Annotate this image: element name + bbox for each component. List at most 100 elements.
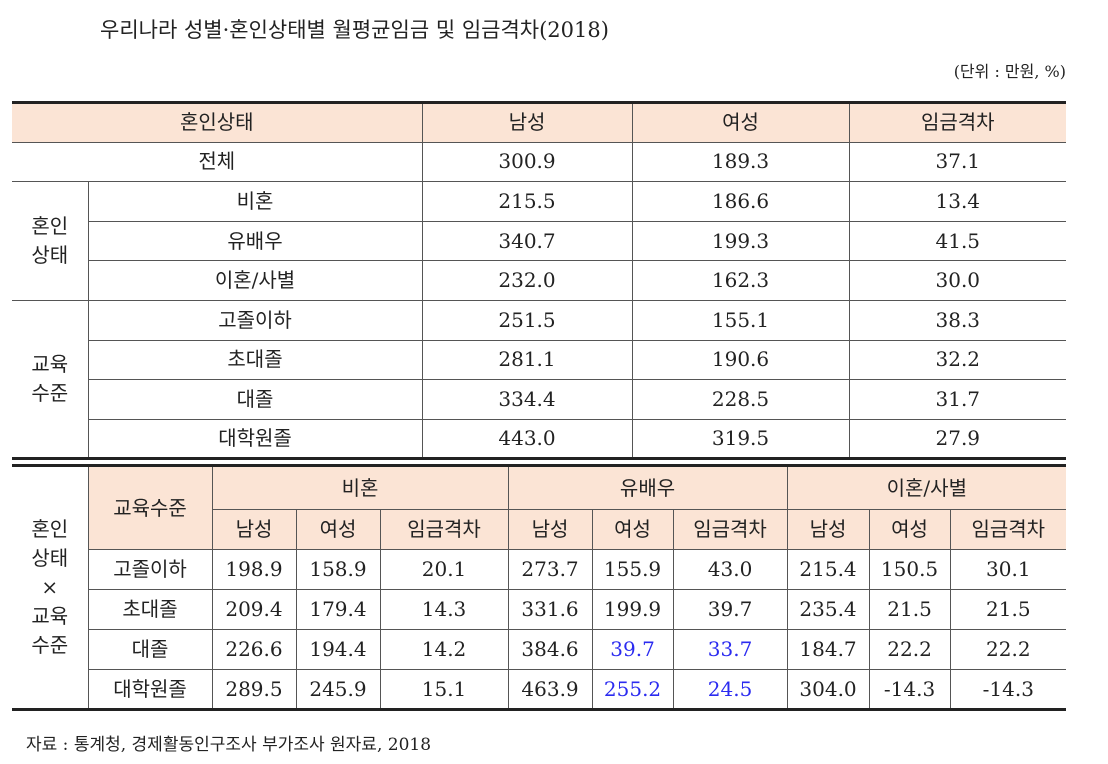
group-header: 유배우 bbox=[507, 465, 788, 510]
cell-value: 199.3 bbox=[631, 220, 850, 262]
cell-value: 334.4 bbox=[421, 379, 633, 420]
cell-value: 20.1 bbox=[379, 549, 509, 590]
column-header: 임금격차 bbox=[949, 509, 1067, 550]
cell-value: 331.6 bbox=[507, 589, 593, 630]
column-header: 남성 bbox=[507, 509, 593, 550]
cell-value: 251.5 bbox=[421, 299, 633, 341]
table-row: 초대졸 209.4 179.4 14.3 331.6 199.9 39.7 235.4 21.5… bbox=[12, 589, 1067, 630]
table-row: 대졸 334.4 228.5 31.7 bbox=[12, 379, 1067, 420]
cell-value: 33.7 bbox=[672, 629, 788, 670]
title: 우리나라 성별·혼인상태별 월평균임금 및 임금격차(2018) bbox=[100, 18, 609, 42]
cell-value: 215.5 bbox=[421, 181, 633, 222]
column-header: 여성 bbox=[295, 509, 381, 550]
cell-value: 215.4 bbox=[786, 549, 870, 590]
cell-value: 199.9 bbox=[591, 589, 674, 630]
column-header: 혼인상태 bbox=[12, 102, 423, 143]
cell-value: 37.1 bbox=[848, 141, 1067, 183]
cell-value: 21.5 bbox=[949, 589, 1067, 630]
table-row: 혼인상태 남성 여성 임금격차 bbox=[12, 102, 1067, 143]
cell-value: 31.7 bbox=[848, 379, 1067, 420]
cell-value: 30.1 bbox=[949, 549, 1067, 590]
table-row: 혼인 상태 × 교육 수준 교육수준 비혼 유배우 이혼/사별 bbox=[12, 465, 1067, 710]
row-label: 고졸이하 bbox=[88, 549, 213, 590]
cell-value: 304.0 bbox=[786, 669, 870, 710]
cell-value: 189.3 bbox=[631, 141, 850, 183]
cell-value: 273.7 bbox=[507, 549, 593, 590]
column-header: 남성 bbox=[212, 509, 297, 550]
table-row: 남성 여성 임금격차 남성 여성 임금격차 남성 여성 임금격차 bbox=[12, 509, 1067, 550]
cell-value: 13.4 bbox=[848, 181, 1067, 222]
table-row: 초대졸 281.1 190.6 32.2 bbox=[12, 339, 1067, 381]
row-header: 교육수준 bbox=[87, 465, 213, 550]
column-header: 여성 bbox=[868, 509, 951, 550]
column-header: 임금격차 bbox=[379, 509, 509, 550]
cell-value: 39.7 bbox=[672, 589, 788, 630]
corner-label: 혼인 상태 × 교육 수준 bbox=[12, 465, 89, 710]
group-header: 비혼 bbox=[211, 465, 509, 510]
cell-value: 443.0 bbox=[421, 418, 633, 460]
column-header: 임금격차 bbox=[848, 102, 1067, 143]
column-header: 임금격차 bbox=[672, 509, 788, 550]
cell-value: 24.5 bbox=[672, 669, 788, 710]
cell-value: 300.9 bbox=[421, 141, 633, 183]
cell-value: 179.4 bbox=[295, 589, 381, 630]
cross-table: 혼인 상태 × 교육 수준 교육수준 비혼 유배우 이혼/사별 남성 여성 임금격차 남성 여성 임… bbox=[12, 464, 1067, 711]
table-row: 유배우 340.7 199.3 41.5 bbox=[12, 220, 1067, 262]
cell-value: -14.3 bbox=[949, 669, 1067, 710]
row-label: 대졸 bbox=[88, 629, 213, 670]
group-header: 이혼/사별 bbox=[786, 465, 1067, 510]
row-label: 고졸이하 bbox=[87, 299, 423, 341]
cell-value: 319.5 bbox=[631, 418, 850, 460]
cell-value: 32.2 bbox=[848, 339, 1067, 381]
column-header: 여성 bbox=[591, 509, 674, 550]
row-label: 초대졸 bbox=[88, 339, 423, 381]
table-row: 이혼/사별 232.0 162.3 30.0 bbox=[12, 260, 1067, 301]
cell-value: 158.9 bbox=[295, 549, 381, 590]
cell-value: 14.2 bbox=[379, 629, 509, 670]
cell-value: 14.3 bbox=[379, 589, 509, 630]
cell-value: 27.9 bbox=[848, 418, 1067, 460]
row-label: 초대졸 bbox=[88, 589, 213, 630]
cell-value: 38.3 bbox=[848, 299, 1067, 341]
table-row: 대학원졸 443.0 319.5 27.9 bbox=[12, 418, 1067, 460]
cell-value: 228.5 bbox=[631, 379, 850, 420]
row-label: 유배우 bbox=[88, 220, 423, 262]
cell-value: 190.6 bbox=[631, 339, 850, 381]
cell-value: 226.6 bbox=[211, 629, 297, 670]
source-note: 자료 : 통계청, 경제활동인구조사 부가조사 원자료, 2018 bbox=[26, 735, 432, 755]
cell-value: 186.6 bbox=[631, 181, 850, 222]
table-row: 고졸이하 198.9 158.9 20.1 273.7 155.9 43.0 215.4 150… bbox=[12, 549, 1067, 590]
column-header: 남성 bbox=[421, 102, 633, 143]
table-row: 대학원졸 289.5 245.9 15.1 463.9 255.2 24.5 304.0 -14… bbox=[12, 669, 1067, 710]
cell-value: 281.1 bbox=[421, 339, 633, 381]
cell-value: 150.5 bbox=[868, 549, 951, 590]
cell-value: 43.0 bbox=[672, 549, 788, 590]
row-label: 대졸 bbox=[88, 379, 423, 420]
cell-value: 162.3 bbox=[631, 260, 850, 301]
table-row: 대졸 226.6 194.4 14.2 384.6 39.7 33.7 184.7 22.2 22… bbox=[12, 629, 1067, 670]
column-header: 남성 bbox=[786, 509, 870, 550]
column-header: 여성 bbox=[631, 102, 850, 143]
cell-value: 155.9 bbox=[591, 549, 674, 590]
row-label: 비혼 bbox=[87, 181, 423, 222]
cell-value: 232.0 bbox=[421, 260, 633, 301]
cell-value: 30.0 bbox=[848, 260, 1067, 301]
cell-value: 463.9 bbox=[507, 669, 593, 710]
row-label: 전체 bbox=[12, 141, 423, 183]
cell-value: 41.5 bbox=[848, 220, 1067, 262]
unit-note: (단위 : 만원, %) bbox=[953, 62, 1066, 81]
cell-value: 21.5 bbox=[868, 589, 951, 630]
cell-value: 15.1 bbox=[379, 669, 509, 710]
cell-value: 340.7 bbox=[421, 220, 633, 262]
cell-value: 22.2 bbox=[949, 629, 1067, 670]
cell-value: 198.9 bbox=[211, 549, 297, 590]
table-row: 전체 300.9 189.3 37.1 bbox=[12, 141, 1067, 183]
cell-value: 235.4 bbox=[786, 589, 870, 630]
table-row: 혼인 상태 비혼 215.5 186.6 13.4 bbox=[12, 181, 1067, 301]
wage-table: 혼인상태 남성 여성 임금격차 전체 300.9 189.3 37.1 혼인 상태 비혼 215.5… bbox=[12, 101, 1067, 461]
cell-value: -14.3 bbox=[868, 669, 951, 710]
cell-value: 255.2 bbox=[591, 669, 674, 710]
group-label: 교육 수준 bbox=[12, 299, 89, 460]
row-label: 이혼/사별 bbox=[88, 260, 423, 301]
